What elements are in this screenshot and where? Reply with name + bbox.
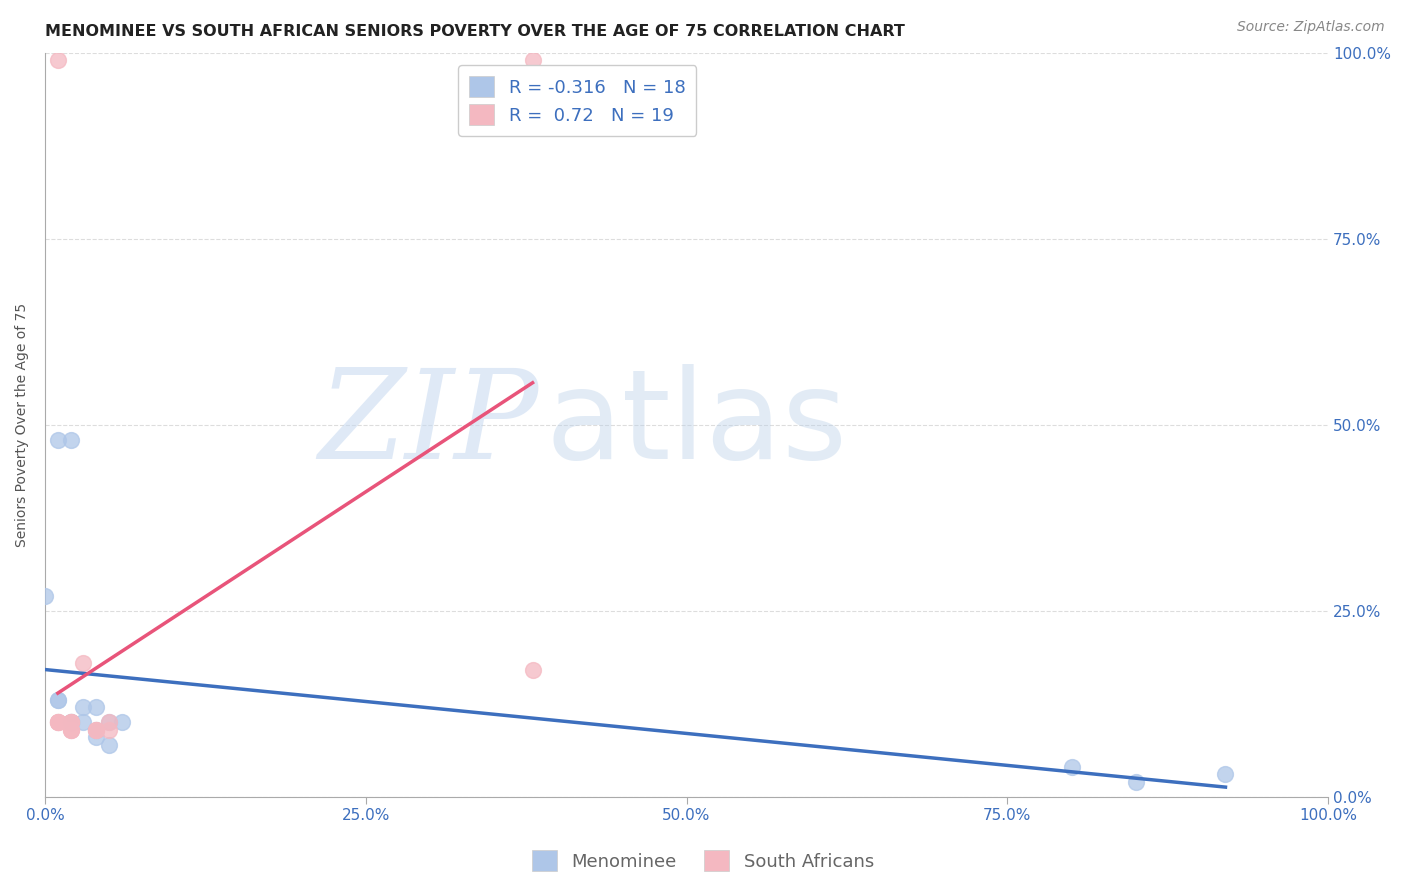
Point — [59, 723, 82, 737]
Point — [59, 723, 82, 737]
Point — [84, 723, 107, 737]
Point — [1215, 767, 1237, 781]
Point — [34, 589, 56, 603]
Text: atlas: atlas — [546, 364, 848, 485]
Point — [84, 723, 107, 737]
Point — [59, 715, 82, 730]
Point — [98, 723, 121, 737]
Point — [46, 693, 69, 707]
Point — [84, 723, 107, 737]
Point — [46, 715, 69, 730]
Point — [46, 433, 69, 447]
Point — [46, 715, 69, 730]
Point — [46, 715, 69, 730]
Legend: Menominee, South Africans: Menominee, South Africans — [524, 843, 882, 879]
Point — [84, 700, 107, 714]
Point — [72, 700, 94, 714]
Point — [59, 715, 82, 730]
Point — [1060, 760, 1083, 774]
Point — [111, 715, 134, 730]
Point — [59, 715, 82, 730]
Point — [72, 715, 94, 730]
Text: Source: ZipAtlas.com: Source: ZipAtlas.com — [1237, 20, 1385, 34]
Y-axis label: Seniors Poverty Over the Age of 75: Seniors Poverty Over the Age of 75 — [15, 302, 30, 547]
Point — [522, 53, 544, 67]
Point — [1125, 774, 1147, 789]
Point — [46, 715, 69, 730]
Point — [59, 433, 82, 447]
Point — [98, 715, 121, 730]
Point — [72, 656, 94, 670]
Point — [59, 723, 82, 737]
Point — [84, 723, 107, 737]
Text: ZIP: ZIP — [319, 364, 538, 485]
Point — [98, 738, 121, 752]
Text: MENOMINEE VS SOUTH AFRICAN SENIORS POVERTY OVER THE AGE OF 75 CORRELATION CHART: MENOMINEE VS SOUTH AFRICAN SENIORS POVER… — [45, 24, 905, 39]
Legend: R = -0.316   N = 18, R =  0.72   N = 19: R = -0.316 N = 18, R = 0.72 N = 19 — [458, 65, 696, 136]
Point — [84, 730, 107, 744]
Point — [59, 715, 82, 730]
Point — [46, 693, 69, 707]
Point — [522, 663, 544, 677]
Point — [98, 715, 121, 730]
Point — [59, 715, 82, 730]
Point — [46, 53, 69, 67]
